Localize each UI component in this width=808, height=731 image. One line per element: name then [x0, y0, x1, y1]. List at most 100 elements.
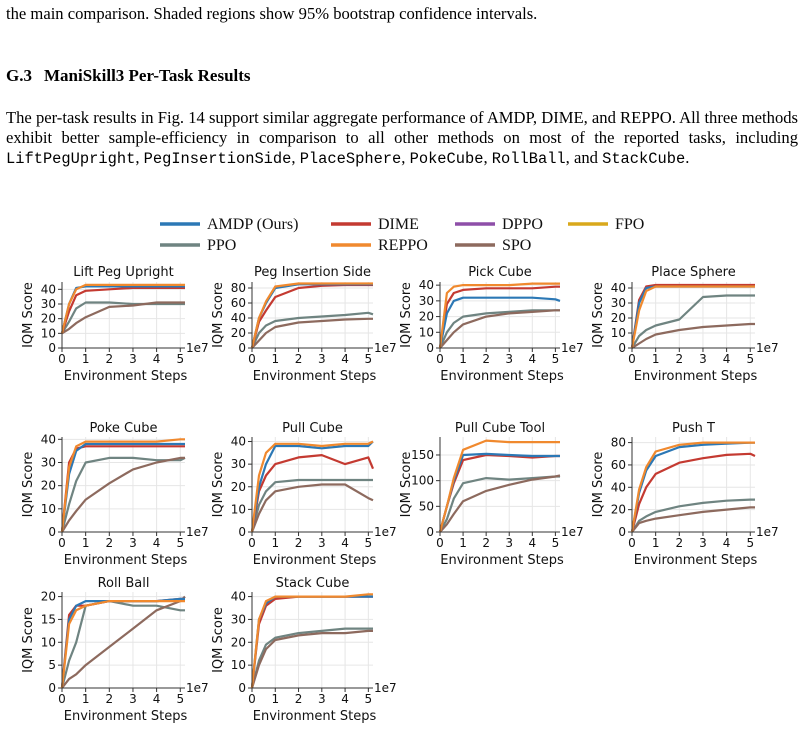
- text-run: .: [685, 148, 690, 167]
- x-tick-label: 2: [105, 352, 113, 366]
- chart-title: Lift Peg Upright: [73, 265, 174, 280]
- y-tick-label: 5: [48, 658, 56, 672]
- y-axis-label: IQM Score: [211, 452, 226, 518]
- x-tick-label: 2: [675, 352, 683, 366]
- x-tick-label: 0: [628, 352, 636, 366]
- x-tick-label: 5: [176, 352, 184, 366]
- y-axis-label: IQM Score: [21, 282, 36, 348]
- y-tick-label: 20: [41, 479, 56, 493]
- x-axis-label: Environment Steps: [440, 553, 564, 568]
- legend-label: SPO: [502, 237, 531, 254]
- x-tick-label: 3: [318, 692, 326, 706]
- y-tick-label: 20: [611, 503, 626, 517]
- x-tick-label: 3: [699, 536, 707, 550]
- chart-title: Push T: [672, 421, 715, 436]
- y-tick-label: 20: [231, 326, 246, 340]
- y-tick-label: 10: [41, 635, 56, 649]
- y-tick-label: 40: [611, 480, 626, 494]
- y-axis-label: IQM Score: [21, 452, 36, 518]
- y-axis-label: IQM Score: [591, 282, 606, 348]
- series-line: [250, 627, 373, 689]
- y-tick-label: 0: [48, 341, 56, 355]
- series-line: [61, 456, 185, 533]
- series-line: [250, 629, 373, 689]
- y-tick-label: 40: [231, 435, 246, 449]
- x-tick-label: 5: [365, 536, 373, 550]
- x-axis-label: Environment Steps: [253, 709, 377, 724]
- y-tick-label: 40: [41, 432, 56, 446]
- series-line: [631, 498, 755, 533]
- series-line: [250, 483, 374, 533]
- y-tick-label: 150: [411, 448, 434, 462]
- text-run: ,: [401, 148, 410, 167]
- x-tick-label: 2: [295, 352, 303, 366]
- inline-code: RollBall: [491, 150, 566, 168]
- chart-title: Poke Cube: [89, 421, 157, 436]
- x-tick-label: 4: [153, 536, 161, 550]
- x-axis-label: Environment Steps: [64, 553, 188, 568]
- x-tick-label: 0: [58, 536, 66, 550]
- series-line: [61, 301, 185, 334]
- y-tick-label: 20: [611, 311, 626, 325]
- x-offset-label: 1e7: [756, 525, 779, 539]
- series-line: [631, 506, 755, 533]
- text-run: , and: [565, 148, 603, 167]
- series-line: [631, 294, 755, 349]
- x-tick-label: 3: [129, 692, 137, 706]
- x-tick-label: 0: [436, 352, 444, 366]
- text-run: ,: [135, 148, 144, 167]
- inline-code: StackCube: [602, 150, 686, 168]
- x-tick-label: 0: [436, 536, 444, 550]
- y-tick-label: 40: [611, 281, 626, 295]
- legend-label: AMDP (Ours): [207, 216, 298, 233]
- y-tick-label: 20: [41, 312, 56, 326]
- y-tick-label: 0: [238, 681, 246, 695]
- series-line: [250, 593, 373, 689]
- y-tick-label: 30: [41, 455, 56, 469]
- x-tick-label: 5: [746, 352, 754, 366]
- x-tick-label: 5: [746, 536, 754, 550]
- section-heading: G.3 ManiSkill3 Per-Task Results: [6, 66, 251, 86]
- inline-code: LiftPegUpright: [6, 150, 136, 168]
- y-tick-label: 40: [231, 590, 246, 604]
- series-line: [630, 285, 755, 349]
- section-number: G.3: [6, 66, 32, 85]
- y-tick-label: 20: [231, 480, 246, 494]
- y-tick-label: 30: [419, 294, 434, 308]
- y-axis-label: IQM Score: [211, 607, 226, 673]
- series-line: [250, 478, 373, 533]
- x-tick-label: 3: [129, 352, 137, 366]
- series-line: [439, 475, 560, 533]
- x-tick-label: 1: [459, 536, 467, 550]
- series-line: [439, 474, 561, 533]
- x-offset-label: 1e7: [374, 525, 397, 539]
- x-tick-label: 1: [82, 536, 90, 550]
- y-tick-label: 80: [231, 281, 246, 295]
- series-line: [630, 441, 755, 533]
- section-title: ManiSkill3 Per-Task Results: [43, 66, 251, 85]
- x-tick-label: 4: [341, 352, 349, 366]
- x-axis-label: Environment Steps: [64, 369, 188, 384]
- series-line: [250, 440, 374, 533]
- x-tick-label: 1: [652, 352, 660, 366]
- x-tick-label: 3: [505, 536, 513, 550]
- x-tick-label: 1: [82, 352, 90, 366]
- x-tick-label: 3: [318, 352, 326, 366]
- chart-title: Stack Cube: [276, 576, 350, 591]
- y-tick-label: 0: [618, 341, 626, 355]
- y-tick-label: 20: [419, 310, 434, 324]
- text-run: The per-task results in Fig. 14 support …: [6, 108, 798, 147]
- y-axis-label: IQM Score: [211, 282, 226, 348]
- legend-label: REPPO: [378, 237, 428, 254]
- series-line: [61, 301, 185, 335]
- y-tick-label: 20: [41, 590, 56, 604]
- y-axis-label: IQM Score: [21, 607, 36, 673]
- x-tick-label: 0: [248, 536, 256, 550]
- chart-title: Roll Ball: [98, 576, 150, 591]
- intro-text: the main comparison. Shaded regions show…: [6, 4, 538, 23]
- y-tick-label: 0: [48, 681, 56, 695]
- x-axis-label: Environment Steps: [440, 369, 564, 384]
- x-tick-label: 5: [365, 352, 373, 366]
- y-tick-label: 80: [611, 436, 626, 450]
